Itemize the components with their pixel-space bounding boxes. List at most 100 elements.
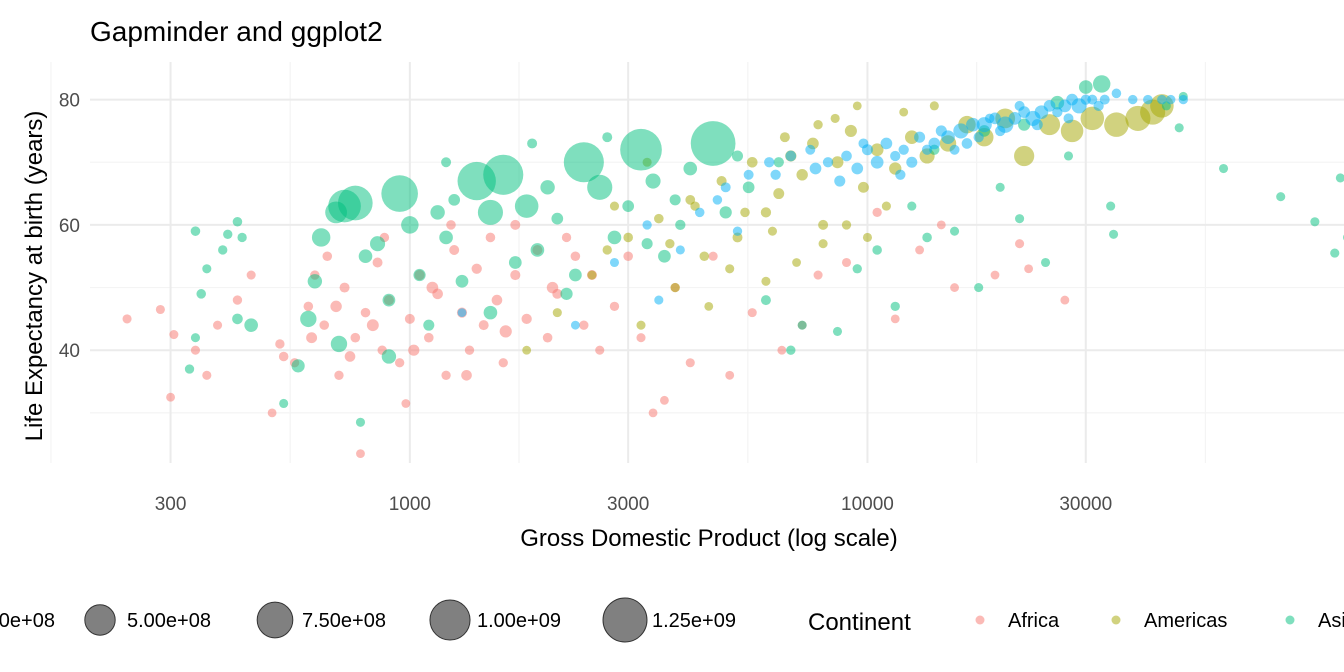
data-point-africa	[579, 320, 589, 330]
data-point-asia	[607, 230, 622, 245]
data-point-africa	[609, 301, 620, 312]
size-legend-key	[84, 604, 116, 636]
data-point-asia	[731, 150, 744, 162]
data-point-europe	[1111, 88, 1122, 99]
data-point-asia	[530, 243, 545, 257]
data-point-europe	[851, 162, 864, 175]
data-point-americas	[761, 276, 771, 286]
size-legend-label: 1.25e+09	[652, 610, 736, 632]
color-legend-label: Asia	[1318, 610, 1344, 632]
data-point-africa	[408, 344, 420, 356]
data-point-asia	[423, 319, 435, 331]
data-point-africa	[708, 251, 718, 261]
data-point-asia	[300, 310, 317, 328]
axes: 300 1000 3000 10000 30000 40 60 80	[59, 91, 1112, 515]
data-point-asia	[950, 226, 960, 236]
data-point-africa	[990, 270, 1000, 280]
data-point-asia	[430, 205, 445, 220]
data-point-africa	[424, 332, 434, 343]
data-point-africa	[1024, 264, 1034, 274]
data-point-africa	[330, 300, 342, 313]
data-point-africa	[267, 408, 277, 418]
data-point-asia	[190, 226, 201, 236]
data-point-asia	[551, 212, 564, 225]
data-point-africa	[841, 257, 852, 268]
data-point-europe	[675, 245, 685, 255]
data-point-asia	[719, 206, 732, 219]
data-point-asia	[439, 230, 453, 245]
data-point-africa	[190, 345, 201, 355]
color-legend-key-africa	[975, 615, 985, 625]
data-point-asia	[974, 283, 984, 293]
data-point-americas	[818, 219, 829, 230]
y-axis-label: Life Expectancy at birth (years)	[21, 111, 48, 442]
data-point-europe	[764, 157, 775, 168]
data-point-americas	[779, 132, 790, 143]
data-point-europe	[785, 150, 797, 162]
data-point-africa	[356, 449, 365, 459]
data-point-europe	[1128, 94, 1138, 105]
data-point-americas	[792, 258, 801, 267]
data-point-africa	[372, 257, 383, 268]
data-point-americas	[904, 130, 919, 144]
data-point-asia	[907, 201, 917, 211]
data-point-africa	[1060, 295, 1070, 305]
data-point-asia	[311, 228, 331, 247]
data-point-europe	[995, 125, 1006, 137]
data-point-asia	[196, 289, 206, 299]
data-point-americas	[760, 207, 772, 218]
data-point-americas	[670, 282, 680, 293]
data-point-europe	[712, 195, 723, 205]
data-point-asia	[514, 194, 539, 218]
data-point-asia	[1335, 173, 1344, 183]
data-point-asia	[508, 256, 522, 269]
data-point-europe	[1178, 94, 1188, 105]
data-point-asia	[232, 216, 243, 227]
x-tick-label: 300	[155, 494, 187, 515]
data-point-americas	[813, 119, 823, 130]
data-point-asia	[244, 318, 258, 332]
data-point-asia	[622, 200, 635, 212]
data-point-africa	[561, 232, 572, 243]
data-point-asia	[560, 287, 573, 300]
data-point-europe	[1157, 94, 1167, 105]
size-legend-key	[256, 601, 294, 639]
x-tick-label: 1000	[389, 494, 431, 515]
data-point-africa	[595, 345, 605, 355]
data-point-asia	[890, 301, 900, 312]
data-point-europe	[732, 226, 743, 236]
grid	[50, 62, 1344, 463]
data-point-asia	[683, 161, 698, 176]
data-point-americas	[862, 232, 873, 242]
data-point-africa	[344, 351, 356, 362]
data-point-asia	[355, 417, 366, 427]
x-axis-label: Gross Domestic Product (log scale)	[520, 525, 897, 552]
data-point-europe	[961, 138, 973, 149]
data-point-africa	[471, 263, 482, 274]
color-legend-key-asia	[1285, 615, 1295, 625]
data-point-asia	[852, 264, 862, 274]
data-point-asia	[291, 359, 305, 373]
data-point-asia	[413, 268, 426, 282]
data-point-africa	[510, 219, 521, 230]
data-point-africa	[169, 330, 179, 340]
data-point-asia	[237, 232, 247, 243]
data-point-europe	[935, 125, 947, 137]
data-point-africa	[275, 339, 285, 349]
data-point-asia	[483, 154, 524, 195]
data-point-americas	[1080, 106, 1105, 131]
data-point-africa	[404, 313, 415, 324]
data-points	[122, 75, 1344, 459]
data-point-africa	[546, 281, 559, 294]
data-point-africa	[360, 307, 371, 318]
data-point-africa	[521, 313, 532, 325]
data-point-asia	[760, 295, 771, 306]
color-legend-title: Continent	[808, 609, 911, 636]
data-point-americas	[830, 113, 840, 123]
data-point-asia	[382, 293, 396, 307]
data-point-americas	[899, 107, 909, 117]
data-point-asia	[184, 364, 195, 374]
data-point-asia	[232, 313, 243, 325]
x-tick-label: 10000	[841, 494, 894, 515]
data-point-africa	[366, 319, 379, 332]
